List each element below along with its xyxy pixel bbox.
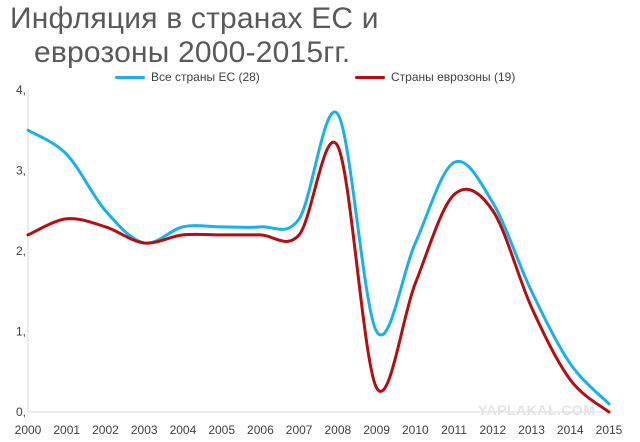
x-tick-label: 2000 <box>15 423 42 437</box>
legend-swatch-eurozone <box>355 75 385 79</box>
y-tick-label: 2, <box>16 244 26 258</box>
chart-title: Инфляция в странах ЕС и еврозоны 2000-20… <box>8 2 388 70</box>
chart-legend: Все страны ЕС (28) Страны еврозоны (19) <box>0 70 640 88</box>
legend-label-all-eu: Все страны ЕС (28) <box>151 70 260 84</box>
x-tick-label: 2002 <box>92 423 119 437</box>
x-tick-label: 2006 <box>247 423 274 437</box>
chart-axes <box>27 90 609 413</box>
x-tick-label: 2015 <box>596 423 623 437</box>
x-tick-label: 2005 <box>208 423 235 437</box>
x-tick-label: 2012 <box>479 423 506 437</box>
legend-label-eurozone: Страны еврозоны (19) <box>391 70 516 84</box>
x-tick-label: 2011 <box>441 423 467 437</box>
watermark: YAPLAKAL.COM <box>478 402 596 418</box>
chart-title-line-1: Инфляция в странах ЕС и <box>10 2 379 35</box>
x-tick-label: 2004 <box>170 423 197 437</box>
x-axis-tick-labels: 2000 2001 2002 2003 2004 2005 2006 2007 2008 2009… <box>15 423 623 437</box>
x-tick-label: 2003 <box>131 423 158 437</box>
x-tick-label: 2009 <box>363 423 390 437</box>
x-tick-label: 2007 <box>286 423 313 437</box>
x-tick-label: 2010 <box>402 423 429 437</box>
x-tick-label: 2013 <box>518 423 545 437</box>
x-tick-label: 2008 <box>325 423 352 437</box>
legend-item-all-eu: Все страны ЕС (28) <box>115 70 260 84</box>
chart-title-line-2: еврозоны 2000-2015гг. <box>34 36 351 69</box>
chart-series <box>26 110 611 414</box>
series-line-all-eu <box>26 110 611 406</box>
y-tick-label: 4, <box>16 83 26 97</box>
x-tick-label: 2014 <box>557 423 584 437</box>
y-axis-tick-labels: 0, 1, 2, 3, 4, <box>16 83 26 419</box>
y-tick-label: 1, <box>16 325 26 339</box>
series-line-eurozone <box>26 141 611 414</box>
legend-item-eurozone: Страны еврозоны (19) <box>355 70 515 84</box>
legend-swatch-all-eu <box>115 75 145 79</box>
y-tick-label: 3, <box>16 164 26 178</box>
x-tick-label: 2001 <box>53 423 80 437</box>
y-tick-label: 0, <box>16 405 26 419</box>
